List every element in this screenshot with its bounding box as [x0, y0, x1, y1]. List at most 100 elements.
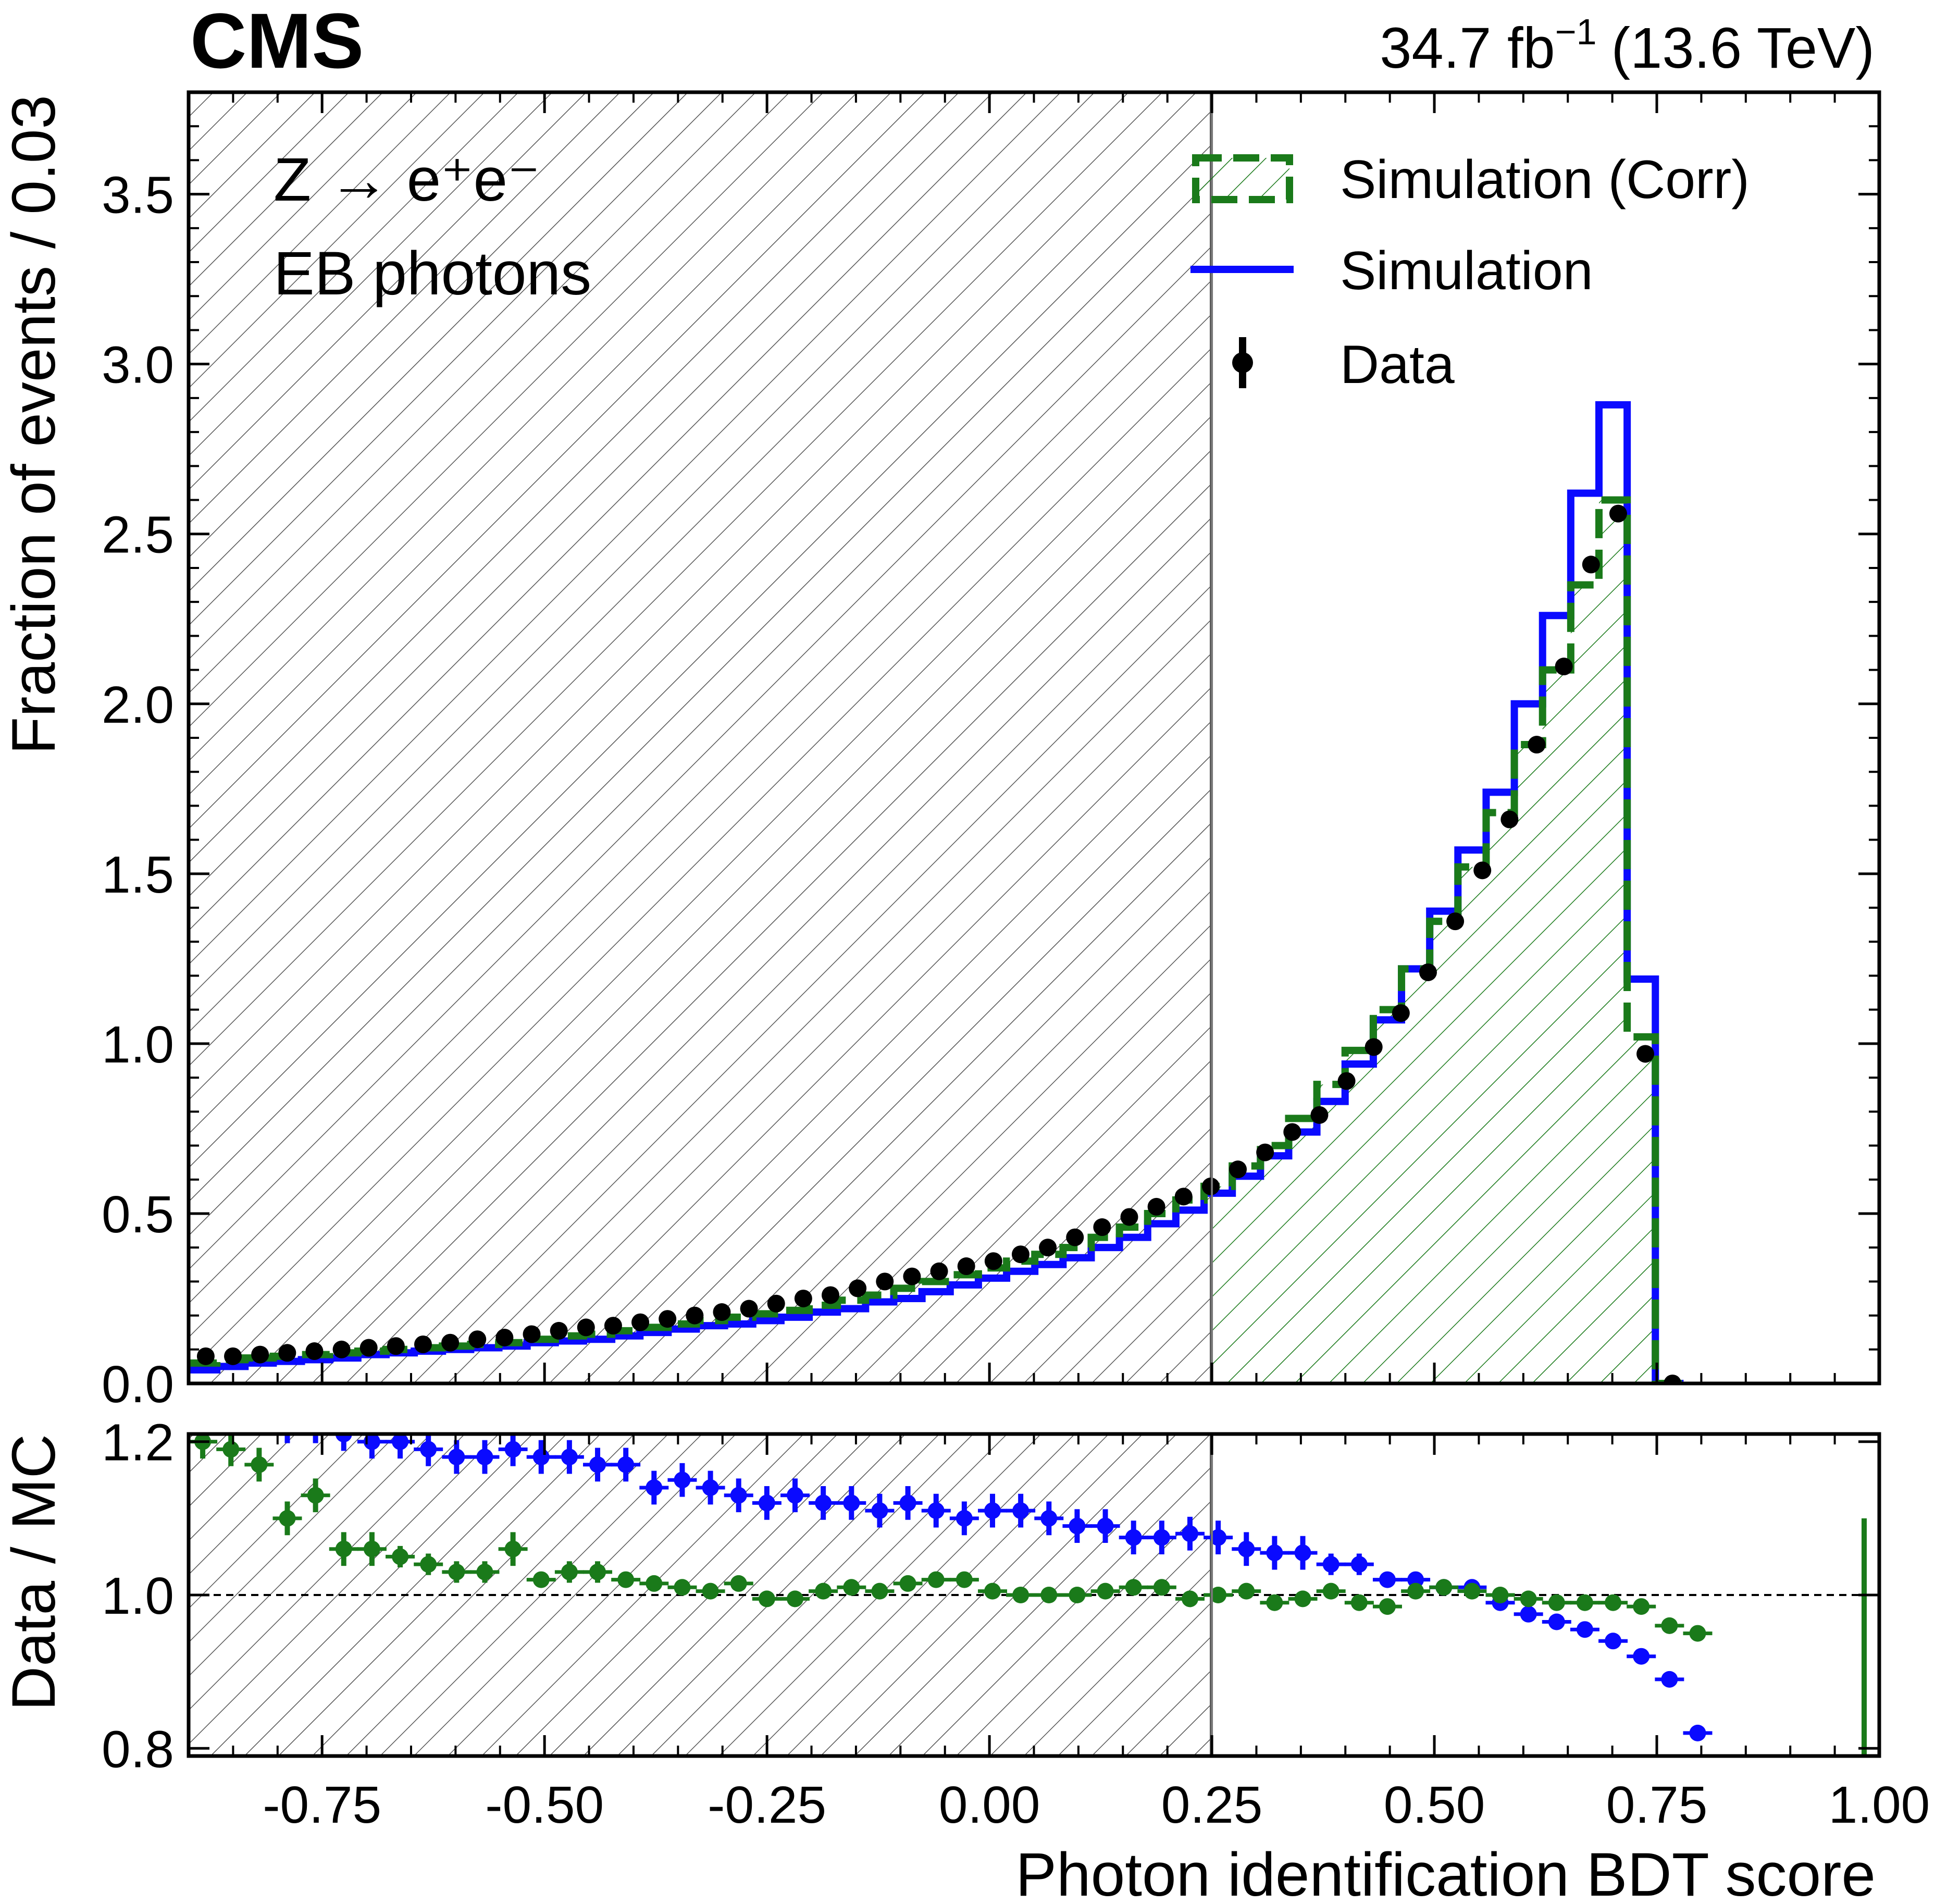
ratio-sim-point-6	[363, 1434, 380, 1450]
ratio-corr-point-31	[1069, 1587, 1086, 1603]
data-point-40	[1283, 1123, 1301, 1141]
ratio-sim-point-8	[420, 1441, 437, 1458]
data-point-32	[1066, 1228, 1084, 1246]
ratio-corr-point-53	[1689, 1625, 1706, 1642]
xtick-label-4: 0.25	[1161, 1776, 1263, 1834]
data-point-42	[1337, 1072, 1356, 1090]
data-point-35	[1147, 1197, 1165, 1216]
ratio-corr-point-7	[392, 1548, 409, 1565]
main-ytick-label-3: 1.5	[102, 846, 174, 904]
ratio-sim-point-50	[1605, 1633, 1622, 1650]
main-ytick-label-4: 2.0	[102, 676, 174, 734]
ratio-sim-point-16	[646, 1479, 663, 1496]
ratio-sim-point-10	[476, 1449, 493, 1466]
legend-corr-label: Simulation (Corr)	[1340, 150, 1750, 210]
data-point-30	[1011, 1245, 1029, 1264]
data-point-49	[1528, 736, 1546, 754]
ratio-corr-point-20	[758, 1590, 775, 1608]
ratio-sim-point-28	[984, 1502, 1001, 1519]
legend: Simulation (Corr) Simulation Data	[1190, 150, 1750, 395]
ratio-sim-point-3	[284, 1434, 291, 1435]
xtick-label-1: -0.50	[485, 1776, 604, 1834]
ratio-sim-point-27	[956, 1510, 973, 1527]
corr-hatched-fill	[1212, 500, 1684, 1383]
data-point-17	[659, 1310, 677, 1328]
excluded-region-main	[189, 92, 1211, 1383]
ratio-corr-point-34	[1153, 1579, 1170, 1596]
main-ytick-label-5: 2.5	[102, 506, 174, 564]
ratio-corr-point-51	[1633, 1598, 1650, 1615]
experiment-label: CMS	[190, 0, 364, 84]
ratio-corr-point-49	[1576, 1594, 1593, 1611]
data-point-28	[957, 1257, 975, 1276]
ratio-sim-point-49	[1576, 1621, 1593, 1638]
category-label: EB photons	[274, 239, 591, 308]
xtick-label-0: -0.75	[263, 1776, 381, 1834]
data-point-31	[1039, 1239, 1057, 1257]
data-point-5	[332, 1340, 351, 1358]
data-point-48	[1500, 810, 1519, 829]
data-point-2	[251, 1345, 269, 1364]
ratio-sim-point-2	[251, 1411, 267, 1427]
data-point-21	[767, 1294, 785, 1313]
ratio-sim-point-17	[674, 1472, 691, 1489]
data-point-38	[1229, 1160, 1247, 1179]
data-point-39	[1256, 1143, 1274, 1161]
ratio-sim-point-24	[871, 1502, 888, 1519]
data-point-24	[849, 1279, 867, 1297]
ratio-corr-point-50	[1605, 1594, 1622, 1611]
data-point-51	[1582, 555, 1600, 574]
ratio-corr-point-32	[1097, 1582, 1114, 1600]
ratio-sim-point-36	[1210, 1529, 1227, 1546]
ratio-corr-point-23	[843, 1579, 860, 1596]
ratio-corr-point-45	[1463, 1582, 1481, 1600]
xtick-label-5: 0.50	[1384, 1776, 1485, 1834]
data-point-22	[794, 1289, 812, 1307]
ratio-y-axis-label: Data / MC	[0, 1434, 68, 1711]
ratio-corr-point-10	[476, 1563, 493, 1580]
ratio-sim-point-18	[702, 1479, 719, 1496]
data-point-20	[740, 1300, 758, 1318]
data-point-50	[1555, 658, 1573, 676]
ratio-sim-point-5	[335, 1434, 352, 1442]
ratio-sim-point-22	[815, 1494, 832, 1512]
ratio-sim-point-31	[1069, 1517, 1086, 1535]
data-point-9	[441, 1333, 460, 1352]
ratio-corr-point-8	[420, 1556, 437, 1573]
ratio-corr-point-12	[532, 1571, 550, 1588]
ratio-sim-point-9	[448, 1449, 465, 1466]
ratio-corr-point-4	[307, 1487, 324, 1504]
ratio-sim-point-23	[843, 1494, 860, 1512]
ratio-corr-point-5	[335, 1540, 352, 1557]
ratio-corr-point-13	[561, 1563, 578, 1580]
ratio-sim-point-1	[222, 1403, 239, 1419]
ratio-corr-point-46	[1492, 1587, 1509, 1603]
ratio-sim-point-0	[194, 1403, 211, 1419]
data-point-13	[550, 1321, 568, 1340]
ratio-sim-point-51	[1633, 1648, 1650, 1665]
main-panel: 0.0 0.5 1.0 1.5 2.0 2.5 3.0 3.5 Z → e⁺e⁻ EB pho…	[0, 90, 1881, 1414]
data-point-26	[903, 1267, 921, 1285]
ratio-corr-point-47	[1520, 1590, 1537, 1608]
data-point-27	[930, 1262, 948, 1280]
data-point-19	[713, 1303, 731, 1321]
ratio-corr-point-33	[1125, 1579, 1142, 1596]
ratio-panel: 0.8 1.0 1.2 -0.75 -0.50 -0.25 0.00 0.25 0.50 0.75…	[0, 92, 1930, 1904]
ratio-ytick-label-0: 0.8	[102, 1720, 174, 1778]
data-point-0	[196, 1347, 215, 1365]
ratio-sim-point-43	[1407, 1571, 1424, 1588]
process-label: Z → e⁺e⁻	[274, 145, 540, 214]
legend-corr-swatch	[1192, 154, 1293, 203]
data-point-16	[631, 1313, 650, 1331]
ratio-sim-point-11	[504, 1441, 522, 1458]
ratio-corr-point-25	[899, 1575, 916, 1592]
ratio-sim-point-53	[1689, 1724, 1706, 1741]
ratio-sim-point-25	[899, 1494, 916, 1512]
xtick-label-7: 1.00	[1829, 1776, 1930, 1834]
data-point-37	[1201, 1177, 1220, 1195]
ratio-sim-point-37	[1238, 1540, 1255, 1557]
ratio-sim-point-15	[617, 1456, 635, 1473]
data-point-25	[876, 1272, 894, 1291]
ratio-corr-point-19	[730, 1575, 747, 1592]
ratio-corr-point-28	[984, 1582, 1001, 1600]
